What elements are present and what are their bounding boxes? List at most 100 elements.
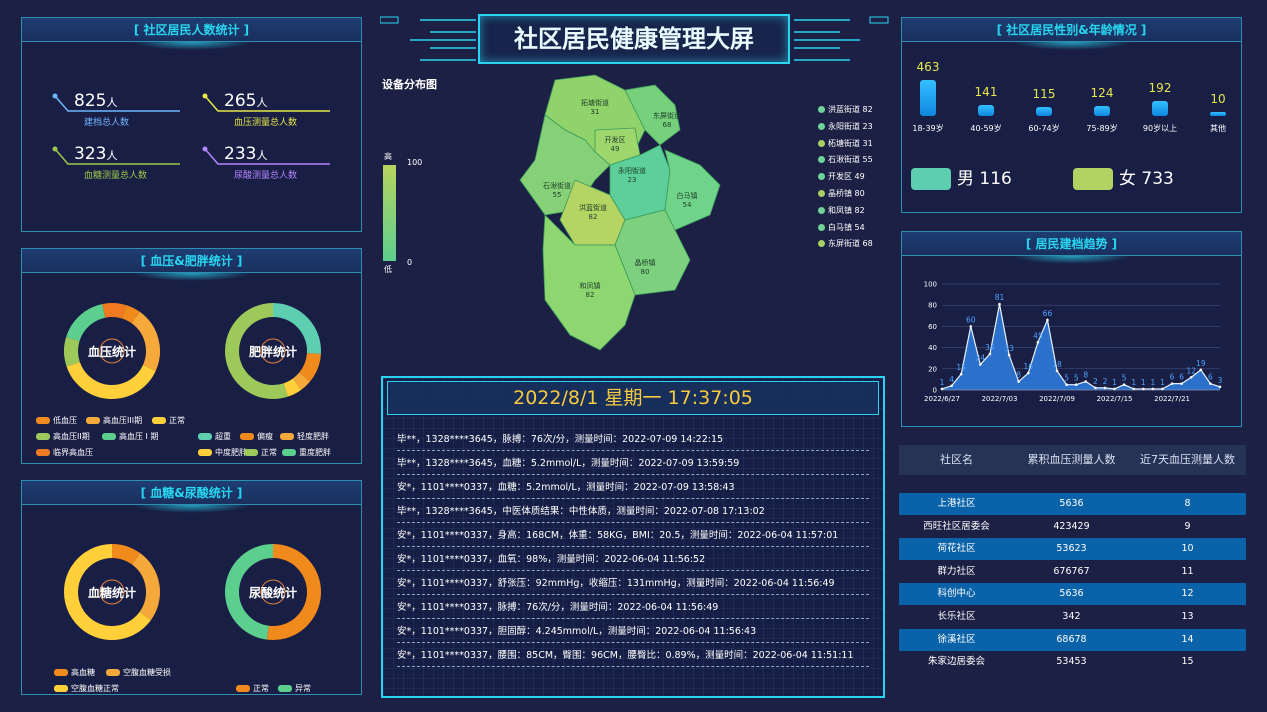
donut-slice[interactable] (283, 378, 302, 397)
map-legend-item[interactable]: 晶桥镇 80 (818, 188, 865, 199)
map-legend-item[interactable]: 洪蓝街道 82 (818, 104, 873, 115)
donut-slice[interactable] (225, 544, 274, 640)
map-legend-item[interactable]: 和凤镇 82 (818, 205, 865, 216)
legend-item[interactable]: 空腹血糖正常 (54, 683, 119, 694)
table-row[interactable]: 科创中心 5636 12 (899, 583, 1246, 606)
donut-slice[interactable] (131, 553, 160, 621)
trend-point[interactable] (959, 372, 963, 376)
trend-point[interactable] (1046, 318, 1049, 322)
trend-point[interactable] (979, 363, 982, 366)
feed-row: 毕**，1328****3645，血糖：5.2mmol/L，测量时间：2022-… (397, 452, 869, 475)
table-cell: 朱家边居委会 (927, 656, 985, 668)
trend-point[interactable] (1065, 383, 1068, 386)
legend-item[interactable]: 高血糖 (54, 667, 95, 678)
trend-point[interactable] (1084, 380, 1088, 383)
map-legend-item[interactable]: 东屏街道 68 (818, 238, 873, 249)
trend-point[interactable] (1180, 382, 1183, 385)
trend-point[interactable] (1055, 369, 1059, 373)
legend-item[interactable]: 重度肥胖 (282, 447, 331, 458)
trend-point[interactable] (1132, 387, 1136, 391)
table-row[interactable]: 荷花社区 53623 10 (899, 538, 1246, 561)
panel-glow (131, 42, 252, 50)
trend-point[interactable] (1218, 385, 1222, 389)
map-legend-item[interactable]: 开发区 49 (818, 171, 865, 182)
table-row[interactable]: 长乐社区 342 13 (899, 606, 1246, 628)
trend-point[interactable] (1122, 383, 1126, 386)
stat-card: 233人 尿酸测量总人数 (202, 144, 332, 186)
map-region-9[interactable] (542, 214, 636, 351)
map-region-2[interactable] (624, 84, 681, 146)
legend-item[interactable]: 正常 (152, 415, 185, 426)
donut-center-ring (99, 579, 125, 605)
legend-item[interactable]: 异常 (278, 683, 311, 694)
trend-point[interactable] (1103, 386, 1107, 390)
donut-slice[interactable] (272, 303, 321, 355)
trend-data-label: 1 (1160, 378, 1165, 387)
legend-item[interactable]: 轻度肥胖 (280, 431, 329, 442)
table-row[interactable]: 上港社区 5636 8 (899, 493, 1246, 515)
legend-item[interactable]: 偏瘦 (240, 431, 273, 442)
trend-line (941, 304, 1221, 390)
legend-item[interactable]: 中度肥胖 (198, 447, 247, 458)
donut-slice[interactable] (131, 311, 160, 371)
age-bar[interactable] (920, 80, 936, 116)
age-bar[interactable] (1036, 107, 1052, 116)
donut-slice[interactable] (266, 544, 321, 640)
table-row[interactable]: 西旺社区居委会 423429 9 (899, 516, 1246, 538)
map-legend-item[interactable]: 柘塘街道 31 (818, 138, 873, 149)
trend-point[interactable] (1113, 387, 1116, 391)
trend-point[interactable] (1161, 387, 1164, 391)
legend-item[interactable]: 临界高血压 (36, 447, 93, 458)
donut-slice[interactable] (102, 303, 127, 319)
table-row[interactable]: 群力社区 676767 11 (899, 561, 1246, 583)
donut-slice[interactable] (66, 303, 106, 342)
donut-slice[interactable] (64, 336, 80, 367)
legend-item[interactable]: 高血压III期 (86, 415, 142, 426)
trend-point[interactable] (1017, 380, 1020, 383)
donut-slice[interactable] (298, 352, 321, 382)
age-bar[interactable] (1094, 106, 1110, 116)
trend-point[interactable] (1094, 386, 1097, 390)
map-region-name: 和凤镇 (580, 281, 601, 290)
panel-glow (131, 273, 252, 281)
age-bar[interactable] (1152, 101, 1168, 116)
legend-item[interactable]: 正常 (236, 683, 269, 694)
legend-item[interactable]: 低血压 (36, 415, 77, 426)
trend-point[interactable] (1142, 387, 1145, 391)
map-legend-item[interactable]: 永阳街道 23 (818, 121, 873, 132)
stat-card: 323人 血糖测量总人数 (52, 144, 182, 186)
map-legend-item[interactable]: 石湫街道 55 (818, 154, 873, 165)
trend-point[interactable] (940, 387, 944, 391)
legend-item[interactable]: 高血压 I 期 (102, 431, 158, 442)
donut-slice[interactable] (121, 305, 140, 324)
trend-point[interactable] (1036, 341, 1040, 344)
trend-point[interactable] (1151, 387, 1155, 391)
donut-slice[interactable] (292, 372, 310, 390)
trend-point[interactable] (1189, 375, 1193, 379)
trend-data-label: 1 (1151, 378, 1156, 387)
legend-item[interactable]: 空腹血糖受损 (106, 667, 171, 678)
age-bar[interactable] (1210, 112, 1226, 116)
trend-point[interactable] (969, 325, 973, 328)
legend-item[interactable]: 高血压II期 (36, 431, 90, 442)
map-region-7[interactable] (664, 149, 721, 231)
trend-point[interactable] (1170, 382, 1174, 385)
map-legend-item[interactable]: 白马镇 54 (818, 222, 865, 233)
trend-point[interactable] (950, 384, 953, 388)
legend-item[interactable]: 超重 (198, 431, 231, 442)
trend-point[interactable] (1209, 382, 1212, 385)
donut-slice[interactable] (111, 544, 141, 565)
trend-point[interactable] (988, 352, 992, 356)
legend-item[interactable]: 正常 (244, 447, 277, 458)
trend-point[interactable] (1026, 371, 1030, 375)
trend-point[interactable] (1007, 353, 1011, 357)
age-bar[interactable] (978, 105, 994, 116)
donut-slice[interactable] (64, 544, 151, 640)
donut-slice[interactable] (225, 303, 288, 399)
trend-point[interactable] (1199, 368, 1203, 372)
donut-slice[interactable] (66, 361, 156, 399)
trend-point[interactable] (998, 302, 1001, 306)
table-row[interactable]: 徐溪社区 68678 14 (899, 628, 1246, 651)
trend-point[interactable] (1074, 383, 1078, 386)
table-row[interactable]: 朱家边居委会 53453 15 (899, 651, 1246, 673)
